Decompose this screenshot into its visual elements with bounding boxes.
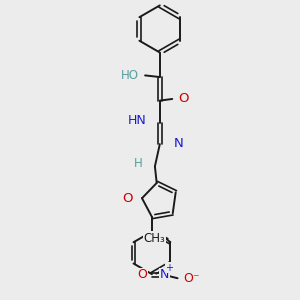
- Text: O⁻: O⁻: [183, 272, 200, 285]
- Text: H: H: [134, 157, 142, 170]
- Text: CH₃: CH₃: [144, 232, 165, 245]
- Text: HO: HO: [121, 69, 139, 82]
- Text: N: N: [174, 137, 183, 150]
- Text: +: +: [165, 263, 173, 273]
- Text: N: N: [160, 268, 169, 281]
- Text: HN: HN: [127, 114, 146, 128]
- Text: O: O: [122, 192, 133, 205]
- Text: O: O: [178, 92, 188, 106]
- Text: O: O: [137, 268, 147, 281]
